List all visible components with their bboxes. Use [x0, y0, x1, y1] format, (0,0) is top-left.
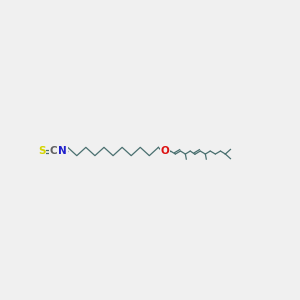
Text: N: N — [58, 146, 67, 156]
Text: S: S — [38, 146, 46, 157]
Text: C: C — [50, 146, 57, 157]
Text: O: O — [160, 146, 169, 156]
